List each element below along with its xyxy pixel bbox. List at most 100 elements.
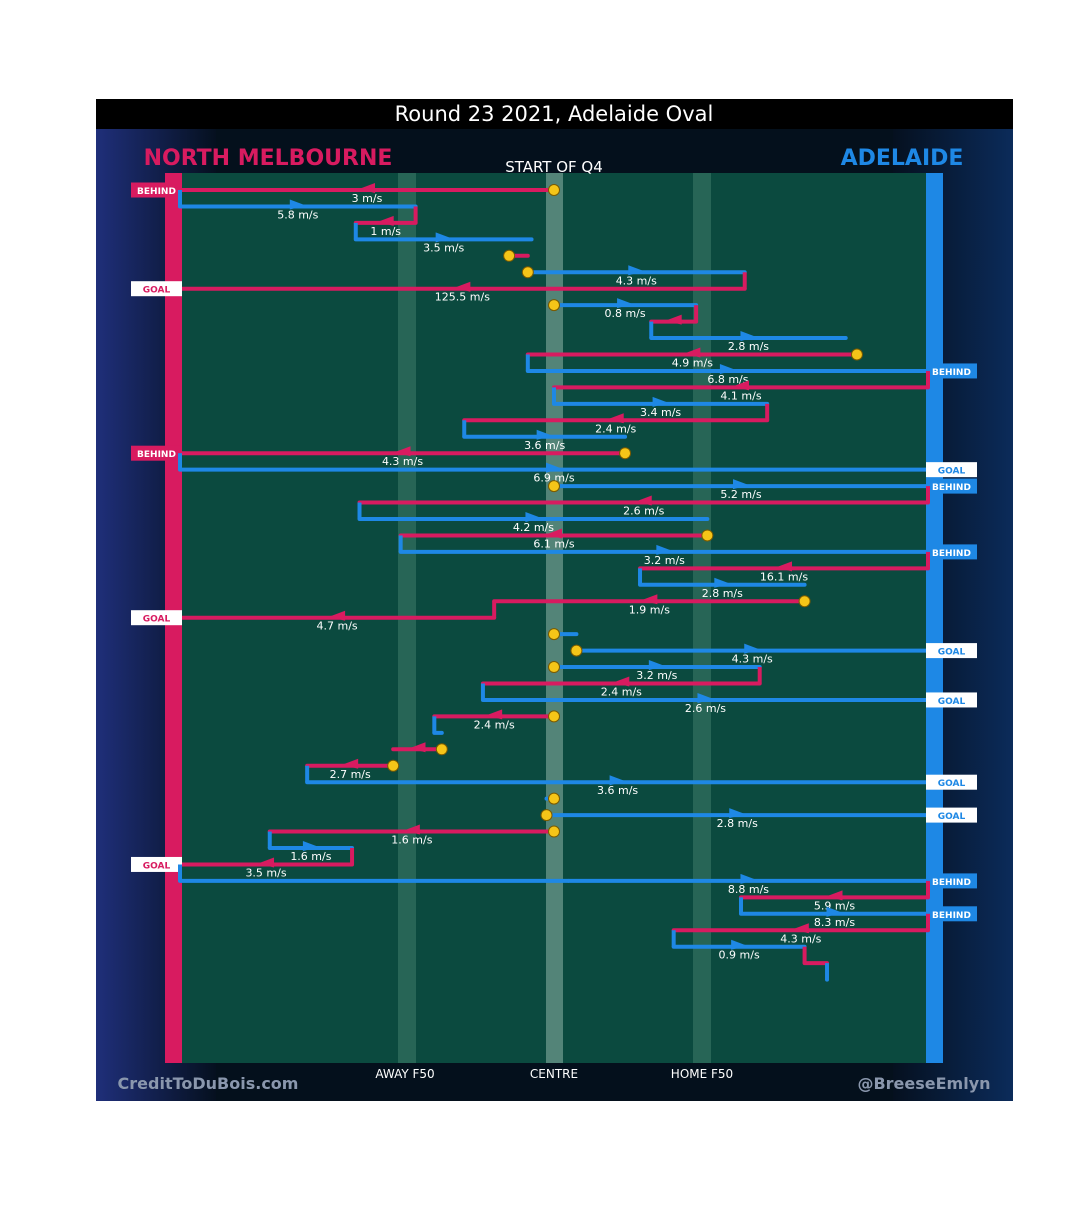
goal-tag — [926, 774, 977, 790]
result-label: GOAL — [143, 861, 171, 871]
ball-up-marker — [548, 628, 560, 641]
goal-tag — [926, 807, 977, 823]
speed-label: 4.3 m/s — [780, 932, 821, 945]
adelaide-direction-arrow — [546, 462, 562, 473]
result-label: BEHIND — [932, 483, 971, 493]
adelaide-direction-arrow — [652, 396, 669, 407]
north-direction-arrow — [329, 610, 346, 621]
speed-label: 4.2 m/s — [513, 521, 554, 534]
goal-tag — [926, 692, 977, 708]
speed-label: 5.9 m/s — [814, 899, 855, 912]
adelaide-direction-arrow — [536, 429, 553, 440]
goal-tag — [131, 856, 182, 872]
result-label: BEHIND — [932, 911, 971, 921]
north-direction-arrow — [359, 183, 375, 193]
result-label: BEHIND — [932, 368, 971, 378]
chain-connector — [178, 864, 569, 883]
adelaide-direction-arrow — [740, 873, 757, 884]
north-direction-arrow — [641, 594, 658, 605]
north-direction-arrow — [776, 561, 793, 572]
speed-label: 3.6 m/s — [597, 784, 638, 797]
ball-up-marker — [798, 595, 811, 608]
result-label: GOAL — [938, 697, 966, 707]
credit-text: CreditToDuBois.com — [118, 1074, 299, 1093]
north-direction-arrow — [684, 347, 701, 358]
result-label: GOAL — [938, 812, 966, 822]
north-direction-arrow — [486, 709, 503, 720]
north-direction-arrow — [607, 413, 624, 424]
speed-label: 1.6 m/s — [391, 834, 432, 847]
speed-label: 125.5 m/s — [435, 291, 490, 304]
goal-tag — [131, 281, 182, 297]
behind-tag — [131, 445, 182, 461]
ball-up-marker — [387, 759, 400, 772]
adelaide-direction-arrow — [609, 775, 626, 786]
adelaide-direction-arrow — [302, 841, 319, 851]
home-f50-stripe — [693, 173, 711, 1063]
north-direction-arrow — [635, 495, 652, 506]
team-right-label: ADELAIDE — [841, 146, 964, 171]
speed-label: 0.8 m/s — [604, 307, 645, 320]
adelaide-direction-arrow — [289, 199, 306, 210]
behind-tag — [926, 873, 977, 889]
result-label: BEHIND — [932, 878, 971, 888]
speed-label: 2.8 m/s — [728, 340, 769, 353]
adelaide-direction-arrow — [719, 363, 736, 374]
axis-away-f50: AWAY F50 — [375, 1067, 434, 1081]
centre-stripe — [546, 173, 563, 1063]
adelaide-direction-arrow — [826, 906, 843, 917]
speed-label: 2.8 m/s — [717, 817, 758, 830]
behind-tag — [926, 906, 977, 922]
adelaide-direction-arrow — [733, 479, 749, 490]
speed-label: 4.1 m/s — [720, 389, 761, 402]
north-direction-arrow — [454, 281, 471, 292]
speed-label: 2.7 m/s — [330, 768, 371, 781]
ball-up-marker — [850, 348, 863, 361]
goal-tag — [926, 643, 977, 659]
behind-tag — [131, 182, 182, 198]
speed-label: 3.2 m/s — [644, 554, 685, 567]
adelaide-direction-arrow — [731, 939, 748, 950]
result-label: GOAL — [938, 467, 966, 477]
speed-label: 3.5 m/s — [423, 241, 464, 254]
north-direction-arrow — [792, 923, 809, 934]
speed-label: 2.4 m/s — [601, 686, 642, 699]
adelaide-direction-arrow — [740, 331, 757, 342]
goal-tag — [131, 610, 182, 626]
ball-up-marker — [548, 792, 560, 805]
speed-label: 8.8 m/s — [728, 883, 769, 896]
speed-label: 3.4 m/s — [640, 406, 681, 419]
ball-up-marker — [548, 299, 560, 312]
ball-up-marker — [503, 249, 516, 262]
ball-up-marker — [435, 743, 448, 756]
result-label: BEHIND — [137, 187, 176, 197]
ball-up-marker — [548, 825, 560, 838]
speed-label: 5.8 m/s — [277, 208, 318, 221]
result-label: GOAL — [938, 779, 966, 789]
speed-label: 3.2 m/s — [636, 669, 677, 682]
speed-label: 2.8 m/s — [702, 587, 743, 600]
result-label: BEHIND — [137, 450, 176, 460]
north-direction-arrow — [377, 215, 394, 226]
adelaide-goal-bar — [926, 173, 943, 1063]
adelaide-direction-arrow — [617, 298, 634, 309]
axis-centre: CENTRE — [530, 1067, 578, 1081]
result-label: GOAL — [938, 648, 966, 658]
adelaide-direction-arrow — [525, 512, 542, 522]
speed-label: 0.9 m/s — [719, 949, 760, 962]
north-direction-arrow — [665, 314, 682, 325]
speed-label: 3.5 m/s — [245, 866, 286, 879]
speed-label: 3 m/s — [352, 192, 383, 205]
behind-tag — [926, 363, 977, 379]
period-label: START OF Q4 — [505, 158, 603, 176]
speed-label: 2.6 m/s — [685, 702, 726, 715]
ball-up-marker — [548, 710, 560, 723]
north-direction-arrow — [403, 824, 420, 835]
speed-label: 2.6 m/s — [623, 505, 664, 518]
north-direction-arrow — [342, 758, 359, 769]
adelaide-direction-arrow — [729, 808, 746, 819]
ball-up-marker — [619, 447, 632, 460]
north-direction-arrow — [733, 380, 749, 391]
team-left-label: NORTH MELBOURNE — [144, 146, 393, 171]
north-direction-arrow — [546, 528, 562, 539]
